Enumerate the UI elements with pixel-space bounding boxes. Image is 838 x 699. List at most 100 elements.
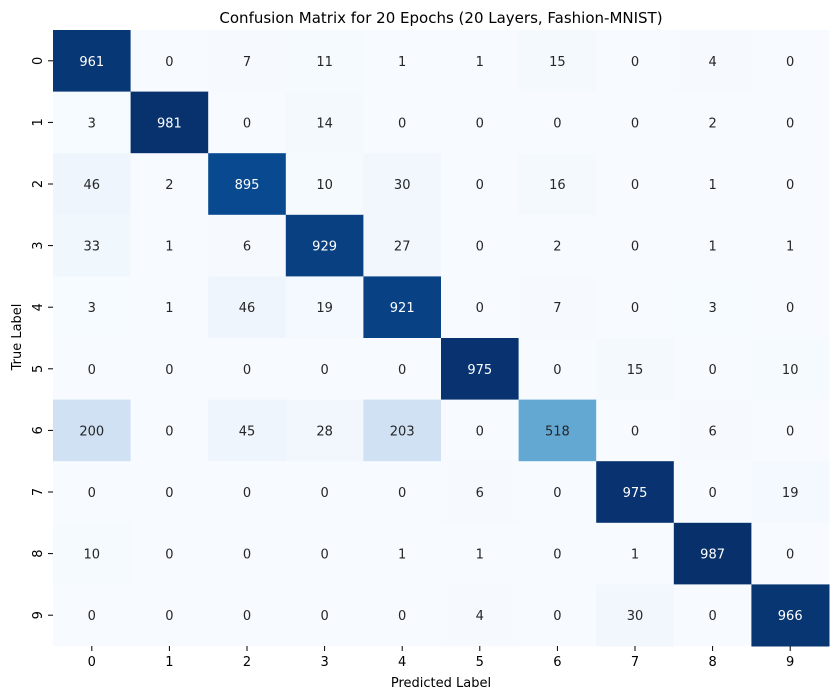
heatmap-cell-8-1 <box>130 522 209 585</box>
cell-value-label-3-5: 0 <box>476 240 484 255</box>
heatmap-cell-3-6 <box>518 214 597 277</box>
heatmap-cell-5-0 <box>53 338 132 401</box>
heatmap-cell-6-0 <box>53 399 132 462</box>
cell-value-label-1-4: 0 <box>398 116 406 131</box>
heatmap-cell-1-1 <box>130 91 209 154</box>
cell-value-label-4-5: 0 <box>476 301 484 316</box>
heatmap-cell-1-2 <box>208 91 287 154</box>
cell-value-label-0-0: 961 <box>79 55 104 70</box>
cell-value-label-8-8: 987 <box>700 548 725 563</box>
heatmap-cells <box>53 30 830 647</box>
x-tick-label-3: 3 <box>320 655 328 670</box>
cell-value-label-2-8: 1 <box>708 178 716 193</box>
cell-value-label-2-7: 0 <box>631 178 639 193</box>
heatmap-cell-3-3 <box>285 214 364 277</box>
heatmap-cell-6-3 <box>285 399 364 462</box>
cell-value-label-7-2: 0 <box>243 486 251 501</box>
heatmap-cell-5-7 <box>596 338 675 401</box>
heatmap-cell-3-7 <box>596 214 675 277</box>
cell-value-label-2-6: 16 <box>549 178 566 193</box>
heatmap-cell-2-2 <box>208 153 287 216</box>
heatmap-cell-8-2 <box>208 522 287 585</box>
heatmap-cell-3-4 <box>363 214 442 277</box>
cell-value-label-0-2: 7 <box>243 55 251 70</box>
x-tick-label-9: 9 <box>786 655 794 670</box>
chart-title: Confusion Matrix for 20 Epochs (20 Layer… <box>219 9 662 27</box>
heatmap-cell-8-7 <box>596 522 675 585</box>
cell-value-label-7-7: 975 <box>623 486 648 501</box>
heatmap-cell-2-5 <box>441 153 520 216</box>
cell-value-label-6-6: 518 <box>545 424 570 439</box>
heatmap-cell-7-0 <box>53 461 132 524</box>
cell-value-label-0-9: 0 <box>786 55 794 70</box>
heatmap-cell-6-7 <box>596 399 675 462</box>
cell-value-label-4-1: 1 <box>165 301 173 316</box>
cell-value-label-7-6: 0 <box>553 486 561 501</box>
heatmap-cell-0-5 <box>441 30 520 93</box>
cell-value-label-8-6: 0 <box>553 548 561 563</box>
cell-value-label-3-4: 27 <box>394 240 411 255</box>
heatmap-cell-0-4 <box>363 30 442 93</box>
y-tick-label-1: 1 <box>31 118 46 126</box>
cell-value-label-5-2: 0 <box>243 363 251 378</box>
heatmap-cell-0-2 <box>208 30 287 93</box>
cell-value-label-2-4: 30 <box>394 178 411 193</box>
cell-value-label-3-9: 1 <box>786 240 794 255</box>
heatmap-cell-6-4 <box>363 399 442 462</box>
heatmap-cell-7-2 <box>208 461 287 524</box>
cell-value-label-9-6: 0 <box>553 609 561 624</box>
cell-value-label-7-8: 0 <box>708 486 716 501</box>
cell-value-label-4-3: 19 <box>316 301 333 316</box>
heatmap-cell-2-0 <box>53 153 132 216</box>
cell-value-label-0-6: 15 <box>549 55 566 70</box>
cell-value-label-1-6: 0 <box>553 116 561 131</box>
heatmap-cell-8-8 <box>673 522 752 585</box>
cell-value-label-6-3: 28 <box>316 424 333 439</box>
y-tick-label-3: 3 <box>31 241 46 249</box>
heatmap-cell-8-4 <box>363 522 442 585</box>
heatmap-cell-7-9 <box>751 461 830 524</box>
cell-value-label-7-3: 0 <box>320 486 328 501</box>
heatmap-cell-1-8 <box>673 91 752 154</box>
heatmap-cell-9-8 <box>673 584 752 647</box>
cell-value-label-2-3: 10 <box>316 178 333 193</box>
heatmap-cell-8-9 <box>751 522 830 585</box>
heatmap-cell-4-3 <box>285 276 364 339</box>
cell-value-label-8-4: 1 <box>398 548 406 563</box>
cell-value-label-3-1: 1 <box>165 240 173 255</box>
heatmap-cell-1-4 <box>363 91 442 154</box>
cell-value-label-0-4: 1 <box>398 55 406 70</box>
heatmap-cell-5-6 <box>518 338 597 401</box>
heatmap-cell-3-5 <box>441 214 520 277</box>
heatmap-cell-4-0 <box>53 276 132 339</box>
cell-value-label-1-3: 14 <box>316 116 333 131</box>
heatmap-cell-9-1 <box>130 584 209 647</box>
cell-value-label-8-0: 10 <box>84 548 101 563</box>
heatmap-cell-5-5 <box>441 338 520 401</box>
cell-value-label-0-5: 1 <box>476 55 484 70</box>
heatmap-cell-0-1 <box>130 30 209 93</box>
heatmap-cell-5-1 <box>130 338 209 401</box>
cell-value-label-8-3: 0 <box>320 548 328 563</box>
heatmap-cell-8-0 <box>53 522 132 585</box>
heatmap-cell-0-3 <box>285 30 364 93</box>
heatmap-cell-1-0 <box>53 91 132 154</box>
cell-value-label-3-3: 929 <box>312 240 337 255</box>
heatmap-cell-0-9 <box>751 30 830 93</box>
cell-value-label-1-8: 2 <box>708 116 716 131</box>
cell-value-label-3-7: 0 <box>631 240 639 255</box>
heatmap-cell-1-7 <box>596 91 675 154</box>
cell-value-label-5-8: 0 <box>708 363 716 378</box>
cell-value-label-4-8: 3 <box>708 301 716 316</box>
cell-value-label-0-1: 0 <box>165 55 173 70</box>
heatmap-cell-2-8 <box>673 153 752 216</box>
cell-value-label-8-1: 0 <box>165 548 173 563</box>
heatmap-cell-9-0 <box>53 584 132 647</box>
heatmap-cell-9-3 <box>285 584 364 647</box>
heatmap-cell-4-7 <box>596 276 675 339</box>
heatmap-cell-5-4 <box>363 338 442 401</box>
heatmap-cell-2-6 <box>518 153 597 216</box>
cell-value-label-9-2: 0 <box>243 609 251 624</box>
heatmap-cell-4-2 <box>208 276 287 339</box>
